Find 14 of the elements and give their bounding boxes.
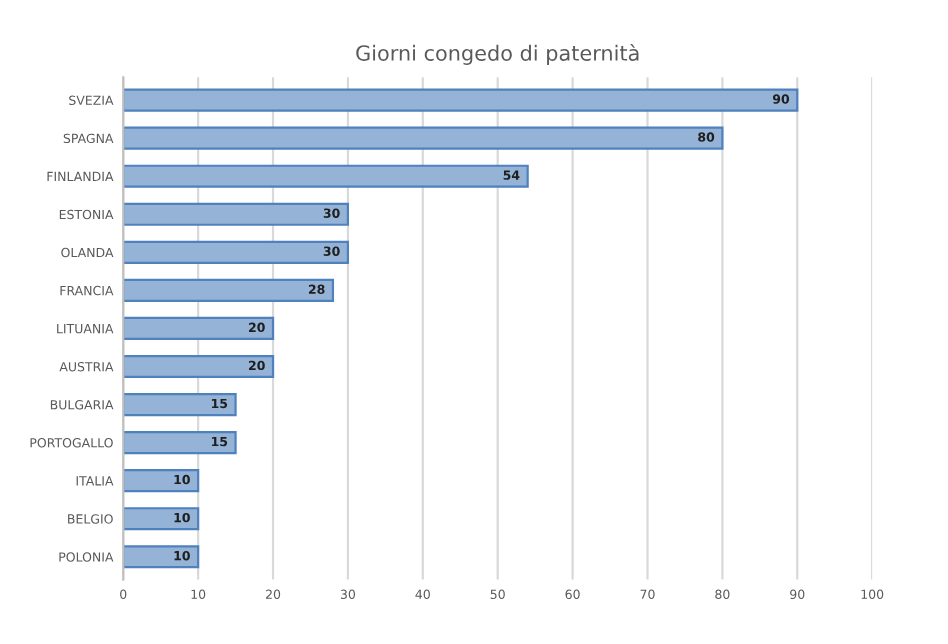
bar: [123, 469, 200, 493]
bar: [123, 507, 200, 531]
bar: [123, 392, 237, 417]
bar: [123, 278, 335, 302]
bar: [123, 545, 200, 569]
bar: [123, 164, 529, 188]
bar: [123, 88, 799, 112]
chart-title: Giorni congedo di paternità: [356, 43, 639, 65]
bar: [123, 431, 237, 455]
bar: [123, 126, 724, 150]
bar: [123, 240, 350, 264]
bar: [123, 202, 350, 226]
bar: [123, 316, 275, 341]
bar: [123, 354, 275, 379]
